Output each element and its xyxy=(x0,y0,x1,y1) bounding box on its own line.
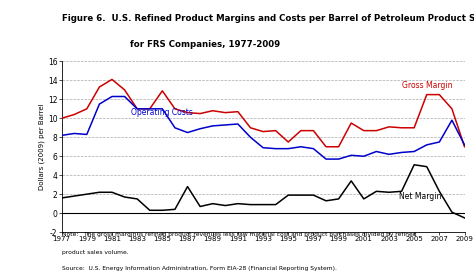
Text: Source:  U.S. Energy Information Administration, Form EIA-28 (Financial Reportin: Source: U.S. Energy Information Administ… xyxy=(62,266,337,271)
Y-axis label: Dollars (2009) per Barrel: Dollars (2009) per Barrel xyxy=(38,103,45,190)
Text: product sales volume.: product sales volume. xyxy=(62,250,128,255)
Text: Figure 6.  U.S. Refined Product Margins and Costs per Barrel of Petroleum Produc: Figure 6. U.S. Refined Product Margins a… xyxy=(62,14,474,23)
Text: Net Margin: Net Margin xyxy=(399,192,441,201)
Text: for FRS Companies, 1977-2009: for FRS Companies, 1977-2009 xyxy=(130,40,280,49)
Text: Note:   The gross margin is refined product revenues less raw material cost and : Note: The gross margin is refined produc… xyxy=(62,232,416,237)
Text: Operating Costs: Operating Costs xyxy=(131,108,193,118)
Text: Gross Margin: Gross Margin xyxy=(401,81,452,90)
